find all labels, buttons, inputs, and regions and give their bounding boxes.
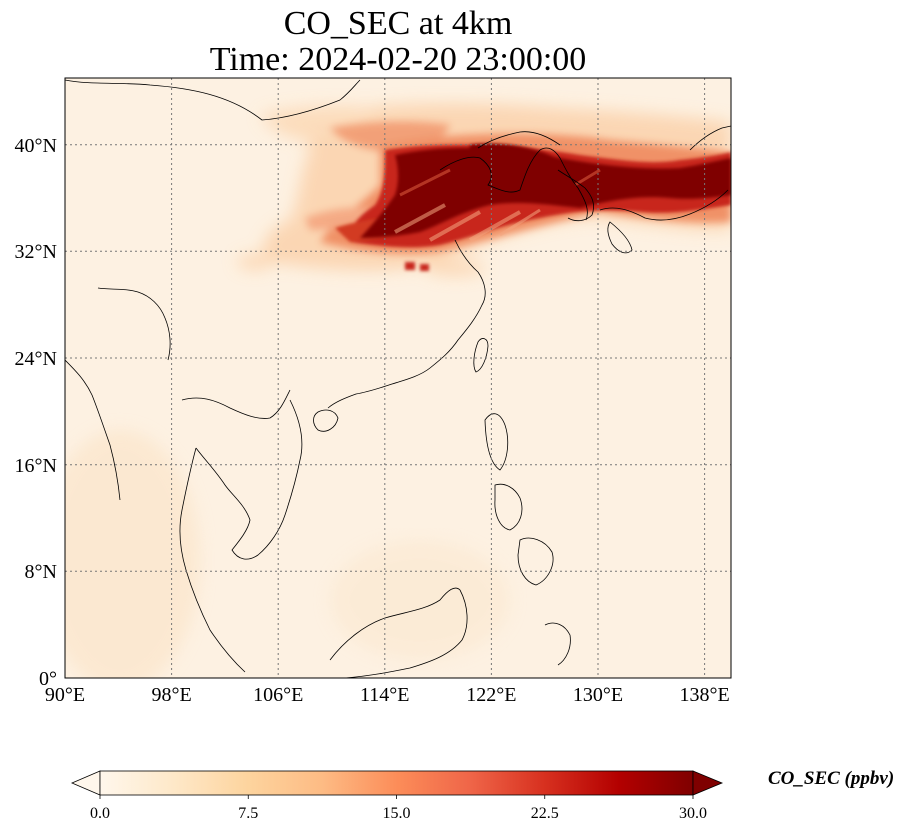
- lat-tick-24: 24°N: [15, 348, 57, 370]
- co-plume-max: [360, 143, 731, 238]
- lat-tick-16: 16°N: [15, 455, 57, 477]
- colorbar-tick-0: 0.0: [90, 805, 110, 822]
- lon-tick-114: 114°E: [360, 684, 409, 706]
- coastlines: [65, 79, 731, 678]
- lat-tick-labels: 0° 8°N 16°N 24°N 32°N 40°N: [15, 135, 57, 690]
- colorbar-label: CO_SEC (ppbv): [768, 768, 895, 789]
- lat-tick-0: 0°: [39, 668, 57, 690]
- lon-tick-labels: 90°E 98°E 106°E 114°E 122°E 130°E 138°E: [45, 684, 730, 706]
- lon-tick-98: 98°E: [151, 684, 191, 706]
- colorbar-tick-3: 22.5: [531, 805, 559, 822]
- lat-tick-40: 40°N: [15, 135, 57, 157]
- colorbar-tick-4: 30.0: [679, 805, 707, 822]
- lon-tick-90: 90°E: [45, 684, 85, 706]
- haze-southwest: [65, 430, 200, 678]
- colorbar-extend-max: [692, 770, 724, 796]
- lon-tick-106: 106°E: [253, 684, 303, 706]
- lon-tick-138: 138°E: [679, 684, 729, 706]
- lon-tick-122: 122°E: [466, 684, 516, 706]
- map-title-line2: Time: 2024-02-20 23:00:00: [209, 41, 587, 78]
- lat-tick-8: 8°N: [25, 561, 57, 583]
- lon-tick-130: 130°E: [573, 684, 623, 706]
- map-frame: [64, 77, 732, 679]
- gridlines: [65, 78, 731, 678]
- colorbar-tick-2: 15.0: [383, 805, 411, 822]
- colorbar: 0.0 7.5 15.0 22.5 30.0: [70, 770, 724, 822]
- map-title-line1: CO_SEC at 4km: [283, 5, 513, 42]
- colorbar-gradient: [99, 770, 694, 796]
- co-plume-streaks: [394, 168, 601, 242]
- haze-borneo: [330, 540, 510, 660]
- colorbar-tick-1: 7.5: [238, 805, 258, 822]
- colorbar-extend-min: [70, 770, 101, 796]
- lat-tick-32: 32°N: [15, 241, 57, 263]
